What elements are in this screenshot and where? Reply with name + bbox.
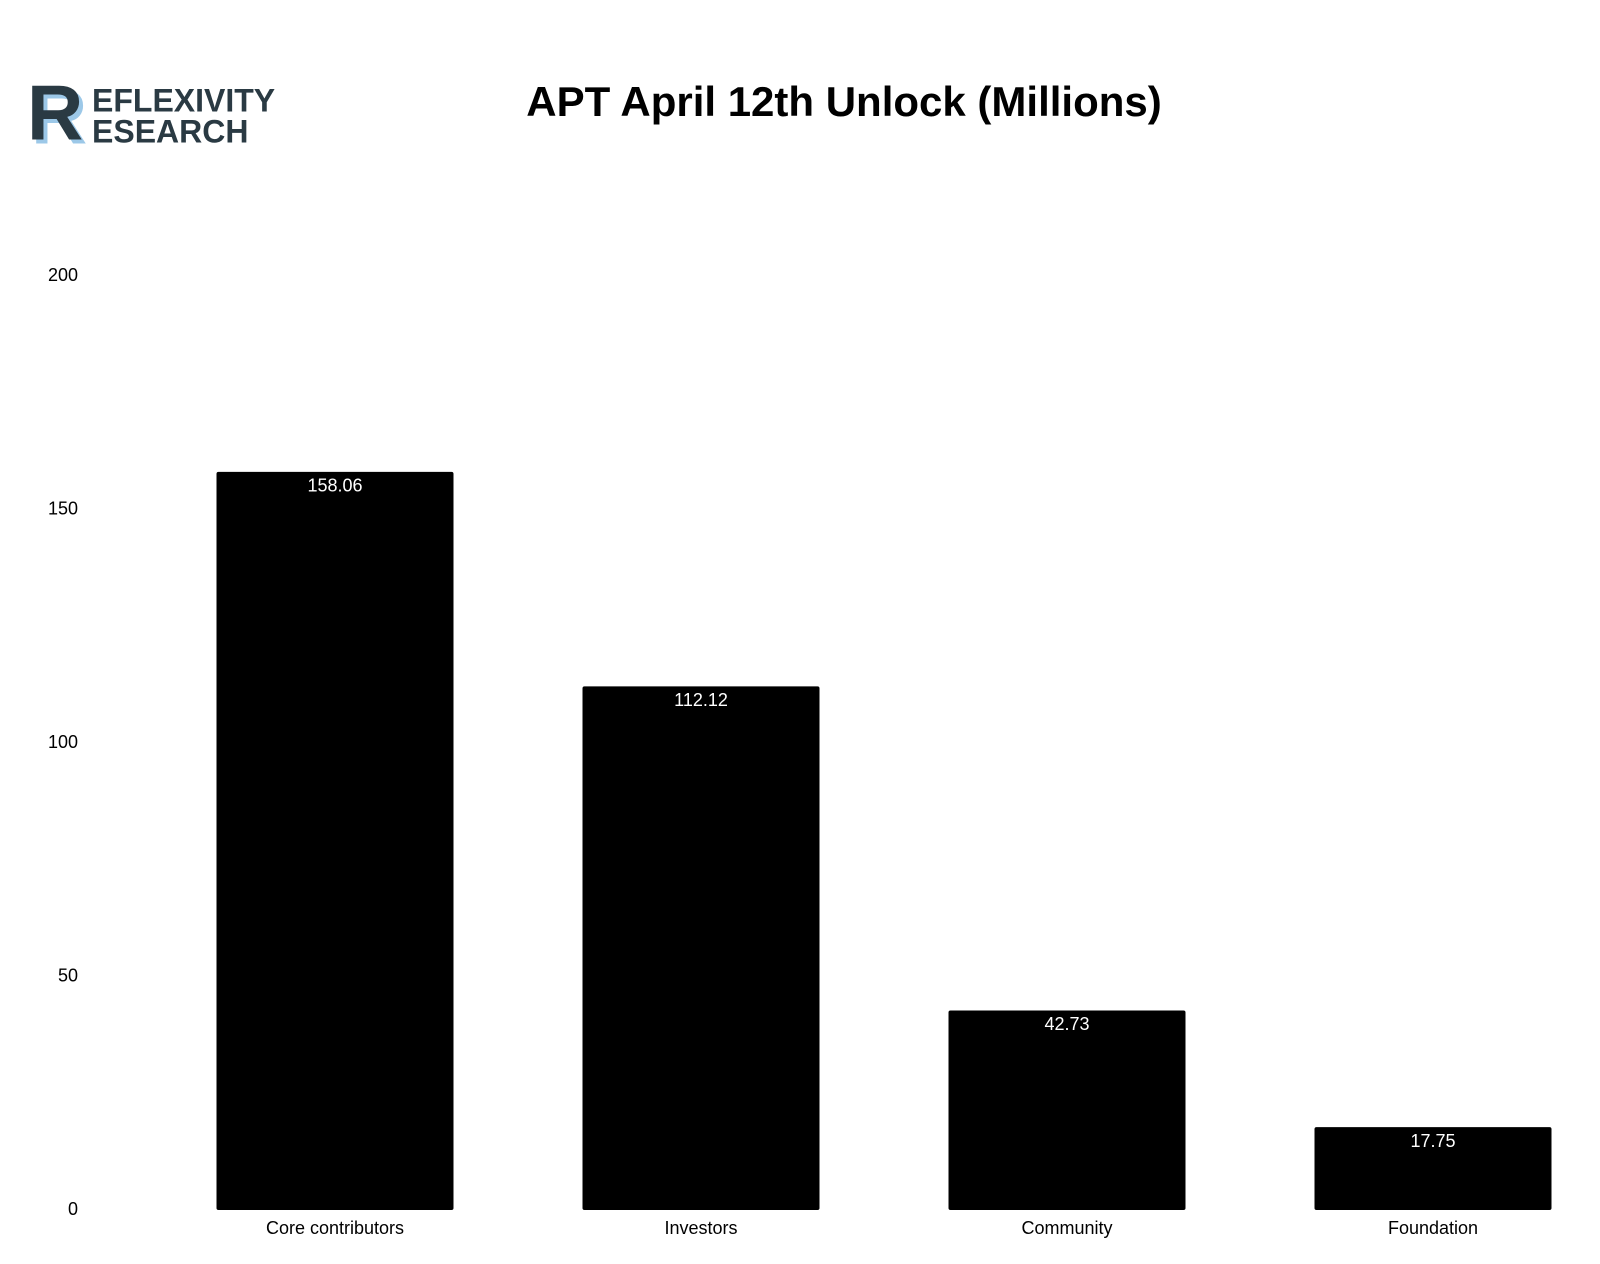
x-tick-label: Foundation — [1388, 1218, 1478, 1238]
y-tick-label: 50 — [58, 965, 78, 985]
logo-line: EFLEXIVITY — [92, 82, 275, 118]
y-tick-label: 0 — [68, 1199, 78, 1219]
logo-initial-shadow: R — [31, 73, 87, 161]
x-tick-label: Community — [1021, 1218, 1112, 1238]
bar — [216, 471, 454, 1210]
value-label: 17.75 — [1410, 1131, 1455, 1151]
value-label: 158.06 — [307, 476, 362, 496]
bar — [582, 686, 820, 1210]
logo-initial: R — [27, 69, 83, 157]
value-label: 42.73 — [1044, 1014, 1089, 1034]
x-tick-label: Investors — [664, 1218, 737, 1238]
bar — [948, 1010, 1186, 1210]
chart-title: APT April 12th Unlock (Millions) — [526, 78, 1161, 125]
y-tick-label: 200 — [48, 265, 78, 285]
logo-line: ESEARCH — [92, 113, 248, 149]
y-tick-label: 100 — [48, 732, 78, 752]
x-tick-label: Core contributors — [266, 1218, 404, 1238]
logo: R R EFLEXIVITY ESEARCH — [27, 69, 275, 161]
bar — [1314, 1127, 1552, 1210]
value-label: 112.12 — [674, 690, 728, 710]
y-tick-label: 150 — [48, 498, 78, 518]
